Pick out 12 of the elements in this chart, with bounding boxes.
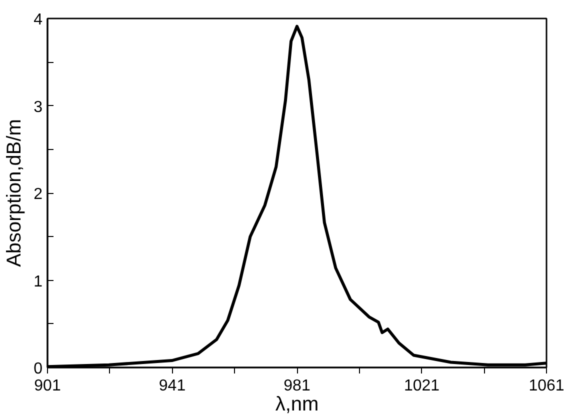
- x-tick-label: 901: [34, 378, 61, 394]
- y-tick-label: 2: [34, 186, 43, 203]
- x-tick-label: 1061: [528, 378, 564, 394]
- y-tick-label: 4: [34, 12, 43, 28]
- x-axis-title: λ,nm: [275, 394, 319, 416]
- y-tick-label: 3: [34, 98, 43, 116]
- y-tick-label: 0: [34, 360, 43, 378]
- y-axis-title: Absorption,dB/m: [4, 119, 26, 267]
- x-tick-label: 981: [284, 378, 310, 394]
- y-tick-label: 1: [34, 273, 43, 290]
- x-tick-label: 941: [158, 378, 186, 394]
- x-tick-label: 1021: [404, 378, 440, 394]
